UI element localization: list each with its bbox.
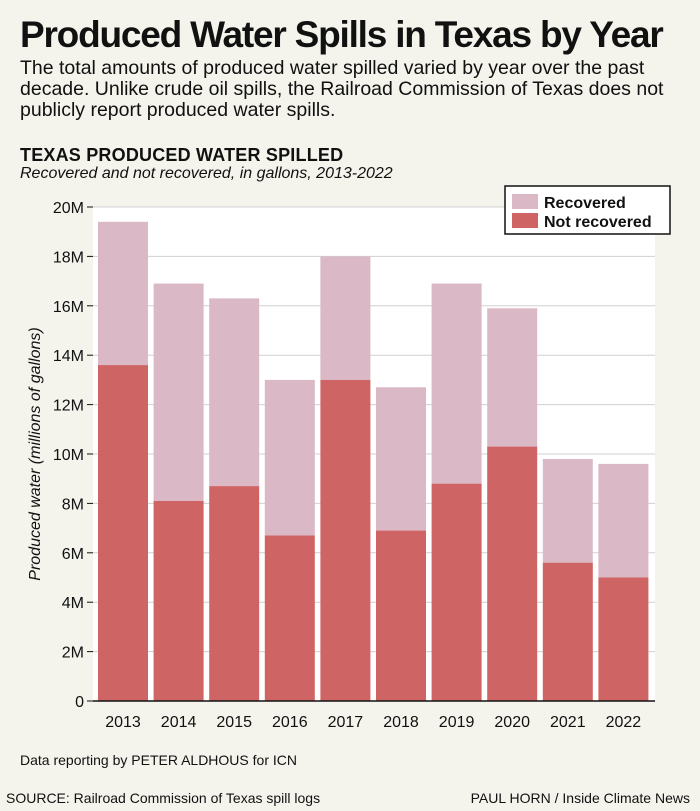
reporting-credit: Data reporting by PETER ALDHOUS for ICN — [20, 752, 297, 768]
x-tick-label: 2017 — [328, 714, 364, 731]
y-tick-label: 18M — [53, 249, 84, 266]
x-tick-label: 2015 — [216, 714, 252, 731]
bar-recovered-2020 — [487, 308, 538, 447]
y-tick-labels: 0 2M 4M 6M 8M 10M 12M 14M 16M 18M 20M — [53, 200, 84, 711]
y-axis-label: Produced water (millions of gallons) — [27, 327, 44, 580]
y-tick-label: 10M — [53, 447, 84, 464]
x-tick-label: 2013 — [105, 714, 141, 731]
bar-not-recovered-2016 — [264, 535, 315, 701]
x-tick-label: 2022 — [606, 714, 642, 731]
x-tick-label: 2020 — [494, 714, 530, 731]
chart-subtitle: Recovered and not recovered, in gallons,… — [20, 165, 393, 182]
bar-recovered-2018 — [376, 387, 426, 531]
y-tick-label: 2M — [62, 645, 84, 662]
y-tick-label: 4M — [62, 595, 84, 612]
y-tick-label: 0 — [75, 694, 84, 711]
y-tick-label: 12M — [53, 398, 84, 415]
y-tick-label: 16M — [53, 299, 84, 316]
source-line: SOURCE: Railroad Commission of Texas spi… — [6, 790, 321, 806]
bar-not-recovered-2020 — [487, 446, 538, 701]
bar-recovered-2014 — [153, 283, 204, 501]
bar-not-recovered-2022 — [598, 577, 649, 701]
y-tick-label: 14M — [53, 348, 84, 365]
y-tick-label: 20M — [53, 200, 84, 217]
legend-label-recovered: Recovered — [544, 195, 626, 212]
bar-not-recovered-2019 — [431, 483, 482, 701]
x-tick-label: 2014 — [161, 714, 197, 731]
x-tick-label: 2021 — [550, 714, 586, 731]
legend-swatch-not-recovered — [512, 213, 538, 228]
bar-recovered-2021 — [542, 458, 593, 563]
bar-not-recovered-2013 — [98, 365, 148, 701]
byline: PAUL HORN / Inside Climate News — [470, 790, 690, 806]
bar-recovered-2015 — [209, 298, 260, 487]
chart-title: TEXAS PRODUCED WATER SPILLED — [20, 145, 344, 165]
legend-swatch-recovered — [512, 194, 538, 209]
x-tick-labels: 2013 2014 2015 2016 2017 2018 2019 2020 2021 2022 — [105, 714, 641, 731]
bar-recovered-2016 — [264, 379, 315, 536]
headline: Produced Water Spills in Texas by Year — [20, 14, 664, 55]
x-tick-label: 2019 — [439, 714, 475, 731]
bar-recovered-2013 — [98, 221, 148, 366]
y-tick-label: 6M — [62, 546, 84, 563]
x-tick-label: 2018 — [383, 714, 419, 731]
bar-not-recovered-2017 — [320, 379, 371, 701]
bar-not-recovered-2018 — [376, 530, 426, 701]
bar-not-recovered-2014 — [153, 500, 204, 701]
bar-not-recovered-2021 — [542, 562, 593, 701]
bar-recovered-2019 — [431, 283, 482, 484]
legend: Recovered Not recovered — [504, 185, 671, 235]
bar-not-recovered-2015 — [209, 486, 260, 701]
bar-recovered-2017 — [320, 256, 371, 380]
legend-label-not-recovered: Not recovered — [544, 214, 652, 231]
y-tick-label: 8M — [62, 496, 84, 513]
x-tick-label: 2016 — [272, 714, 308, 731]
dek-text: The total amounts of produced water spil… — [20, 57, 664, 121]
bars — [98, 221, 649, 701]
bar-recovered-2022 — [598, 463, 649, 578]
